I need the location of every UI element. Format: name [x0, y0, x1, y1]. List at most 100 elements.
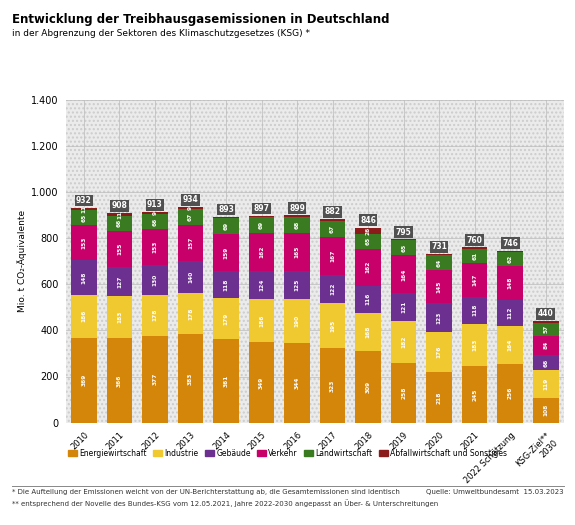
Bar — [178, 225, 203, 261]
Text: 9: 9 — [152, 211, 158, 215]
Bar — [427, 332, 452, 372]
Bar — [106, 267, 132, 296]
Bar — [462, 249, 488, 263]
Bar — [249, 233, 274, 271]
Text: 9: 9 — [188, 206, 193, 210]
Bar — [284, 343, 310, 423]
Text: 108: 108 — [543, 404, 548, 416]
Text: 178: 178 — [152, 309, 158, 321]
Legend: Energiewirtschaft, Industrie, Gebäude, Verkehr, Landwirtschaft, Abfallwirtschaft: Energiewirtschaft, Industrie, Gebäude, V… — [65, 446, 510, 461]
Bar — [427, 270, 452, 303]
Bar — [427, 372, 452, 423]
Bar — [106, 231, 132, 267]
Bar — [142, 214, 168, 229]
Text: 882: 882 — [324, 207, 340, 216]
Text: 65: 65 — [401, 244, 406, 252]
Bar — [178, 261, 203, 293]
Bar — [497, 251, 523, 266]
Bar — [142, 295, 168, 335]
Bar — [71, 338, 97, 423]
Text: 176: 176 — [436, 346, 442, 358]
Text: 112: 112 — [508, 307, 513, 319]
Bar — [284, 217, 310, 233]
Text: 66: 66 — [117, 219, 122, 227]
Text: 934: 934 — [183, 195, 198, 204]
Text: 913: 913 — [147, 201, 163, 209]
Bar — [71, 225, 97, 260]
Bar — [320, 303, 346, 348]
Bar — [71, 210, 97, 225]
Text: 157: 157 — [188, 237, 193, 249]
Bar — [142, 212, 168, 214]
Text: 323: 323 — [330, 379, 335, 392]
Text: 186: 186 — [82, 310, 86, 322]
Text: 62: 62 — [508, 255, 513, 263]
Bar — [284, 299, 310, 343]
Bar — [106, 296, 132, 338]
Bar — [427, 254, 452, 255]
Bar — [106, 216, 132, 231]
Text: 155: 155 — [117, 243, 122, 255]
Text: 127: 127 — [117, 275, 122, 288]
Text: 65: 65 — [82, 214, 86, 222]
Bar — [213, 234, 239, 271]
Text: 179: 179 — [224, 312, 228, 325]
Bar — [320, 219, 346, 221]
Text: 899: 899 — [289, 204, 305, 213]
Text: 69: 69 — [259, 221, 264, 229]
Text: 124: 124 — [259, 279, 264, 291]
Bar — [427, 255, 452, 270]
Text: 69: 69 — [224, 222, 228, 230]
Bar — [249, 342, 274, 423]
Bar — [249, 217, 274, 233]
Text: 164: 164 — [401, 268, 406, 280]
Bar — [66, 100, 564, 423]
Text: 121: 121 — [401, 301, 406, 313]
Text: 26: 26 — [366, 226, 371, 235]
Text: 11: 11 — [117, 211, 122, 218]
Text: 148: 148 — [82, 271, 86, 284]
Bar — [462, 324, 488, 366]
Text: 897: 897 — [254, 204, 270, 213]
Text: 140: 140 — [188, 271, 193, 283]
Bar — [71, 260, 97, 295]
Bar — [71, 295, 97, 338]
Text: 344: 344 — [294, 377, 300, 389]
Text: 65: 65 — [366, 237, 371, 245]
Bar — [71, 208, 97, 210]
Text: 68: 68 — [294, 220, 300, 229]
Text: 66: 66 — [543, 359, 548, 367]
Bar — [106, 338, 132, 423]
Text: 178: 178 — [188, 308, 193, 320]
Bar — [249, 299, 274, 342]
Text: 168: 168 — [366, 326, 371, 338]
Text: 377: 377 — [152, 373, 158, 385]
Text: 118: 118 — [224, 278, 228, 291]
Bar — [213, 217, 239, 218]
Text: 125: 125 — [294, 279, 300, 291]
Text: 186: 186 — [259, 314, 264, 327]
Bar — [533, 322, 558, 335]
Bar — [178, 334, 203, 423]
Bar — [249, 271, 274, 299]
Text: 61: 61 — [472, 251, 477, 260]
Text: 162: 162 — [366, 261, 371, 274]
Text: 122: 122 — [330, 283, 335, 295]
Text: 218: 218 — [436, 391, 442, 404]
Text: 383: 383 — [188, 372, 193, 385]
Bar — [533, 321, 558, 322]
Bar — [106, 213, 132, 216]
Bar — [355, 227, 381, 234]
Text: 66: 66 — [152, 218, 158, 226]
Bar — [462, 247, 488, 249]
Bar — [213, 298, 239, 339]
Text: 159: 159 — [224, 246, 228, 259]
Text: 84: 84 — [543, 341, 548, 350]
Bar — [320, 348, 346, 423]
Text: 153: 153 — [152, 241, 158, 253]
Bar — [178, 293, 203, 334]
Text: 130: 130 — [152, 274, 158, 286]
Text: 369: 369 — [82, 374, 86, 386]
Text: 165: 165 — [294, 245, 300, 258]
Bar — [391, 239, 416, 240]
